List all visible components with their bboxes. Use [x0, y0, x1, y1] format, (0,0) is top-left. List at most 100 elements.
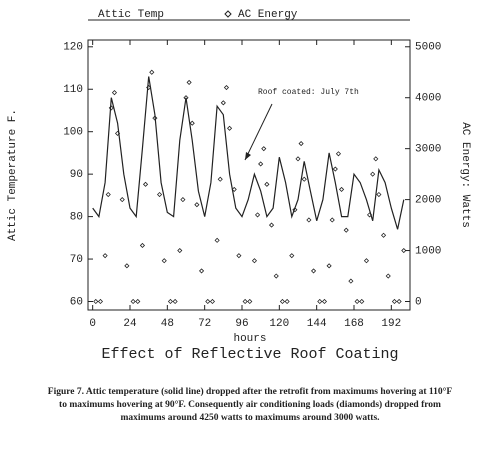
energy-point	[149, 69, 155, 75]
x-tick-label: 72	[198, 318, 211, 330]
energy-point	[183, 95, 189, 101]
energy-point	[268, 222, 275, 228]
energy-point	[295, 156, 301, 162]
y-tick-label: 120	[63, 42, 83, 54]
energy-point	[292, 207, 298, 213]
energy-point	[366, 212, 373, 218]
energy-point	[321, 298, 328, 305]
energy-point	[306, 217, 312, 223]
x-tick-label: 192	[381, 318, 401, 330]
energy-point	[105, 191, 111, 198]
energy-point	[236, 253, 242, 259]
energy-point	[102, 253, 108, 259]
x-tick-label: 120	[269, 318, 289, 330]
energy-point	[385, 273, 391, 279]
y2-axis-label: AC Energy: Watts	[459, 122, 471, 228]
energy-point	[343, 227, 349, 233]
y2-tick-label: 2000	[415, 195, 441, 207]
x-tick-label: 144	[307, 318, 327, 330]
energy-point	[279, 298, 286, 305]
y2-tick-label: 3000	[415, 144, 441, 156]
energy-point	[335, 151, 342, 157]
energy-point	[301, 176, 307, 182]
energy-point	[214, 237, 220, 243]
energy-point	[217, 176, 223, 182]
x-tick-label: 24	[123, 318, 137, 330]
chart-title: Effect of Reflective Roof Coating	[101, 346, 398, 363]
y-tick-label: 90	[70, 169, 83, 181]
energy-point	[338, 186, 345, 192]
energy-point	[189, 120, 195, 126]
energy-point	[156, 191, 163, 198]
energy-point	[130, 298, 136, 305]
energy-point	[161, 258, 167, 264]
energy-point	[391, 298, 398, 305]
y-tick-label: 60	[70, 296, 83, 308]
energy-point	[209, 298, 216, 305]
y-tick-label: 80	[70, 212, 83, 224]
energy-point	[348, 278, 354, 284]
energy-point	[376, 191, 382, 198]
annotation: Roof coated: July 7th	[258, 88, 359, 97]
energy-point	[114, 130, 121, 136]
energy-point	[119, 197, 125, 203]
y2-tick-label: 5000	[415, 42, 441, 54]
energy-point	[289, 253, 295, 259]
energy-point	[231, 186, 237, 192]
energy-point	[194, 202, 200, 208]
y-axis-label: Attic Temperature F.	[7, 109, 19, 241]
energy-point	[223, 84, 230, 91]
energy-point	[167, 298, 174, 305]
energy-point	[242, 298, 248, 305]
legend-diamond	[224, 10, 232, 18]
energy-point	[124, 263, 130, 269]
energy-point	[97, 298, 104, 305]
x-tick-label: 96	[235, 318, 248, 330]
energy-point	[363, 258, 370, 264]
energy-point	[177, 247, 183, 254]
temperature-line	[92, 76, 405, 230]
energy-point	[93, 298, 99, 305]
energy-point	[359, 298, 365, 305]
arrow-head	[245, 152, 251, 160]
energy-point	[329, 217, 335, 223]
energy-point	[298, 141, 304, 147]
legend-line-label: Attic Temp	[98, 9, 164, 21]
energy-point	[401, 247, 407, 254]
energy-point	[146, 84, 152, 91]
y2-tick-label: 1000	[415, 245, 441, 257]
energy-point	[186, 79, 192, 86]
energy-point	[261, 146, 267, 152]
energy-point	[332, 166, 338, 172]
energy-point	[273, 273, 279, 279]
x-axis-label: hours	[233, 333, 266, 345]
energy-point	[111, 90, 118, 96]
energy-point	[354, 298, 360, 305]
energy-point	[254, 212, 261, 218]
energy-point	[264, 181, 270, 187]
caption-line: Figure 7. Attic temperature (solid line)…	[48, 386, 453, 397]
energy-point	[205, 298, 211, 305]
annotation-arrow	[244, 103, 273, 161]
caption-line: to maximums hovering at 90°F. Consequent…	[59, 399, 441, 410]
x-tick-label: 48	[161, 318, 174, 330]
y-tick-label: 100	[63, 127, 83, 139]
energy-point	[380, 232, 387, 238]
energy-point	[370, 171, 376, 177]
energy-point	[396, 298, 402, 305]
energy-point	[258, 161, 264, 167]
energy-point	[220, 100, 226, 106]
y2-tick-label: 0	[415, 296, 422, 308]
energy-point	[284, 298, 290, 305]
energy-point	[198, 268, 205, 274]
energy-point	[317, 298, 323, 305]
energy-point	[135, 298, 141, 305]
energy-point	[108, 105, 114, 111]
energy-point	[226, 125, 233, 131]
energy-point	[310, 268, 317, 274]
y2-tick-label: 4000	[415, 93, 441, 105]
energy-point	[152, 115, 158, 121]
energy-point	[139, 242, 146, 249]
energy-point	[142, 181, 149, 187]
